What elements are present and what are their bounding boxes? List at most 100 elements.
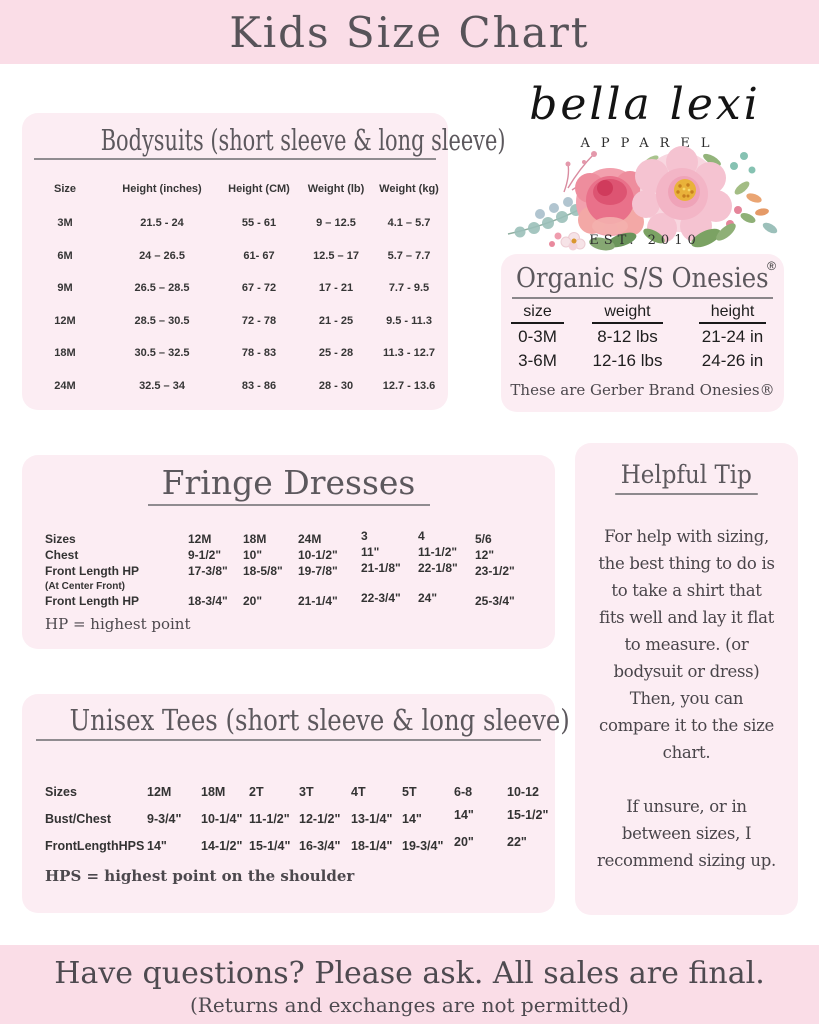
eucalyptus-leaves: [514, 197, 582, 238]
registered-trademark-icon: ®: [767, 259, 776, 273]
table-cell: 3M: [57, 217, 73, 230]
table-cell: 21.5 - 24: [140, 217, 184, 230]
table-cell: 20": [243, 594, 263, 608]
footer-band: Have questions? Please ask. All sales ar…: [0, 945, 819, 1024]
table-row: Chest 9-1/2" 10" 10-1/2" 11" 11-1/2" 12": [45, 545, 535, 563]
row-label: FrontLengthHPS: [45, 838, 145, 853]
hps-note: HPS = highest point on the shoulder: [45, 867, 355, 885]
table-cell: 72 - 78: [241, 314, 277, 327]
table-cell: 21 - 25: [318, 314, 354, 327]
table-row: FrontLengthHPS 14" 14-1/2" 15-1/4" 16-3/…: [45, 832, 550, 859]
brand-name: bella lexi: [529, 79, 761, 130]
table-cell: 9 – 12.5: [316, 217, 356, 230]
table-cell: 7.7 - 9.5: [388, 282, 430, 295]
table-cell: 9.5 - 11.3: [386, 314, 432, 327]
organic-table: size weight height 0-3M 8-12 lbs 21-24 i…: [501, 303, 784, 373]
table-cell: 15-1/2": [507, 807, 549, 822]
row-label: Front Length HP: [45, 594, 139, 608]
column-header: Weight (kg): [379, 183, 439, 195]
table-cell: 24 – 26.5: [139, 249, 185, 262]
fringe-title: Fringe Dresses: [161, 463, 416, 502]
column-header: height: [687, 303, 779, 325]
bodysuits-title-underline: [34, 158, 436, 160]
table-cell: 17-3/8": [188, 564, 228, 578]
fringe-dresses-panel: Fringe Dresses Sizes 12M 18M 24M 3 4 5/6…: [22, 455, 555, 649]
table-cell: 16-3/4": [299, 838, 341, 853]
table-cell: 18-3/4": [188, 594, 228, 608]
row-label: Front Length HP: [45, 564, 139, 578]
table-cell: 61- 67: [243, 249, 275, 262]
column-header: weight: [581, 303, 675, 325]
table-cell: 17 - 21: [318, 282, 354, 295]
table-cell: 11-1/2": [418, 545, 458, 559]
table-cell: 12M: [147, 784, 172, 799]
table-row: Bust/Chest 9-3/4" 10-1/4" 11-1/2" 12-1/2…: [45, 805, 550, 832]
table-cell: 30.5 – 32.5: [134, 347, 190, 360]
table-cell: 18M: [243, 532, 267, 546]
title-band: Kids Size Chart: [0, 0, 819, 64]
table-cell: 5T: [402, 784, 417, 799]
page-title: Kids Size Chart: [229, 7, 590, 57]
table-cell: 67 - 72: [241, 282, 277, 295]
gerber-note: These are Gerber Brand Onesies®: [510, 381, 775, 399]
table-cell: 9-1/2": [188, 548, 222, 562]
brand-logo: bella lexi APPAREL: [498, 76, 792, 254]
table-cell: 14": [402, 811, 422, 826]
table-row: Front Length HP 18-3/4" 20" 21-1/4" 22-3…: [45, 591, 535, 609]
table-cell: 10-12: [507, 784, 539, 799]
table-cell: 23-1/2": [475, 564, 515, 578]
table-cell: 11.3 - 12.7: [383, 347, 435, 360]
table-cell: 24M: [54, 379, 76, 392]
helpful-tip-panel: Helpful Tip For help with sizing, the be…: [575, 443, 798, 915]
column-header: Weight (lb): [307, 183, 365, 195]
table-cell: 22": [507, 834, 527, 849]
table-cell: 9M: [57, 282, 73, 295]
table-cell: 28.5 – 30.5: [134, 314, 190, 327]
row-label: Chest: [45, 548, 79, 562]
table-cell: 9-3/4": [147, 811, 182, 826]
table-cell: 4T: [351, 784, 366, 799]
table-cell: 12M: [188, 532, 212, 546]
table-cell: 11": [361, 545, 380, 559]
organic-title-underline: [512, 297, 773, 299]
table-cell: 18-1/4": [351, 838, 393, 853]
table-cell: 3T: [299, 784, 314, 799]
table-cell: 11-1/2": [249, 811, 290, 826]
bodysuits-table: Size Height (inches) Height (CM) Weight …: [28, 171, 442, 402]
table-cell: 12-1/2": [299, 811, 341, 826]
table-cell: 12": [475, 548, 495, 562]
table-row: Sizes 12M 18M 2T 3T 4T 5T 6-8 10-12: [45, 778, 550, 805]
table-cell: 21-1/4": [298, 594, 338, 608]
table-cell: 13-1/4": [351, 811, 393, 826]
hp-note: HP = highest point: [45, 615, 191, 633]
table-cell: 0-3M: [518, 327, 557, 346]
fringe-title-underline: [147, 504, 430, 506]
bodysuits-title: Bodysuits (short sleeve & long sleeve): [100, 123, 506, 157]
table-cell: 18M: [54, 347, 76, 360]
table-cell: 5/6: [475, 532, 492, 546]
table-cell: 20": [454, 834, 474, 849]
table-cell: 3: [361, 529, 368, 543]
table-cell: 32.5 – 34: [139, 379, 185, 392]
table-cell: 24-26 in: [701, 351, 764, 370]
table-cell: 26.5 – 28.5: [134, 282, 190, 295]
helpful-tip-title: Helpful Tip: [615, 461, 758, 495]
table-cell: 3-6M: [518, 351, 557, 370]
table-cell: 24": [418, 591, 438, 605]
table-cell: 14-1/2": [201, 838, 243, 853]
table-cell: 24M: [298, 532, 322, 546]
column-header: Size: [53, 183, 76, 195]
table-cell: 4: [418, 529, 425, 543]
blush-peony: [632, 146, 732, 243]
unisex-table: Sizes 12M 18M 2T 3T 4T 5T 6-8 10-12 Bust…: [45, 778, 550, 886]
established-text: EST. 2010: [589, 233, 701, 248]
table-cell: 18M: [201, 784, 226, 799]
table-cell: 15-1/4": [249, 838, 291, 853]
bodysuits-panel: Bodysuits (short sleeve & long sleeve) S…: [22, 113, 506, 410]
table-cell: 10-1/2": [298, 548, 338, 562]
helpful-tip-text: For help with sizing, the best thing to …: [597, 527, 776, 870]
table-cell: 22-3/4": [361, 591, 401, 605]
table-cell: 25 - 28: [318, 347, 354, 360]
stamen-dots: [676, 183, 694, 198]
table-cell: 4.1 – 5.7: [387, 217, 431, 230]
